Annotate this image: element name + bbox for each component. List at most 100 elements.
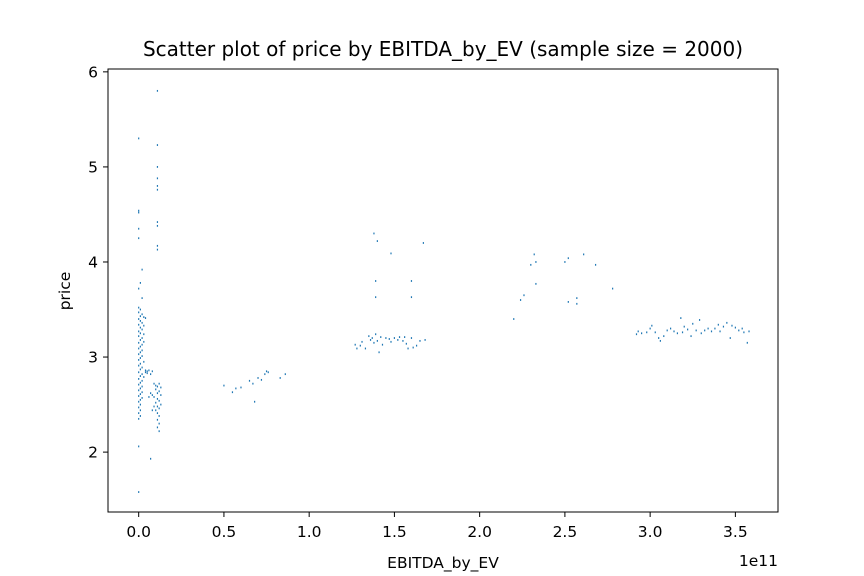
data-point — [410, 296, 413, 299]
data-point — [153, 405, 155, 408]
data-point — [388, 338, 390, 340]
data-point — [139, 281, 141, 284]
data-point — [139, 409, 141, 412]
y-tick-label: 2 — [88, 444, 98, 462]
data-point — [369, 339, 372, 341]
data-point — [385, 337, 387, 339]
data-point — [156, 392, 159, 395]
data-point — [719, 330, 721, 333]
data-point — [139, 357, 141, 359]
data-point — [156, 89, 159, 92]
data-point — [235, 387, 237, 390]
data-point — [141, 328, 143, 331]
data-point — [731, 324, 733, 327]
data-point — [156, 166, 159, 168]
data-point — [284, 373, 286, 376]
axes-frame — [107, 68, 779, 513]
x-axis-offset-label: 1e11 — [739, 552, 778, 570]
data-point — [141, 321, 143, 324]
data-point — [138, 237, 140, 240]
data-point — [141, 397, 143, 399]
data-point — [663, 335, 665, 338]
data-point — [141, 385, 143, 388]
data-point — [375, 280, 377, 282]
data-point — [390, 340, 392, 343]
data-point — [710, 330, 713, 333]
data-point — [139, 368, 141, 371]
data-point — [267, 371, 269, 374]
data-point — [376, 240, 378, 242]
data-point — [404, 336, 406, 338]
data-point — [138, 406, 140, 409]
data-point — [143, 340, 145, 343]
data-point — [138, 318, 140, 320]
data-point — [153, 396, 155, 398]
data-point — [530, 263, 532, 266]
data-point — [141, 268, 143, 271]
data-point — [240, 386, 242, 389]
data-point — [533, 253, 535, 256]
data-point — [146, 370, 148, 373]
data-point — [690, 335, 692, 338]
data-point — [144, 369, 147, 372]
data-point — [158, 422, 160, 425]
data-point — [138, 211, 140, 214]
data-point — [415, 344, 418, 347]
data-point — [139, 415, 141, 417]
x-tick-label: 2.5 — [553, 523, 578, 541]
data-point — [156, 385, 159, 388]
data-point — [139, 326, 141, 329]
data-point — [376, 339, 378, 342]
data-point — [649, 327, 651, 330]
data-point — [717, 323, 719, 326]
data-point — [666, 329, 668, 332]
data-point — [155, 384, 157, 387]
data-point — [748, 330, 750, 333]
data-point — [139, 393, 141, 396]
data-point — [368, 335, 370, 338]
data-point — [248, 379, 251, 382]
data-point — [698, 319, 701, 321]
data-point — [151, 409, 153, 412]
data-point — [139, 351, 141, 354]
data-point — [260, 378, 263, 381]
data-point — [158, 382, 160, 385]
data-point — [704, 329, 706, 332]
data-point — [138, 335, 140, 338]
data-point — [138, 400, 140, 403]
data-point — [141, 379, 143, 382]
data-point — [692, 322, 694, 325]
data-point — [659, 339, 661, 342]
data-point — [375, 333, 377, 336]
data-point — [354, 343, 356, 346]
data-point — [410, 280, 413, 282]
data-point — [138, 389, 140, 392]
data-point — [670, 327, 672, 330]
data-point — [144, 317, 147, 319]
data-point — [264, 373, 266, 376]
data-point — [156, 248, 159, 251]
data-point — [141, 373, 143, 376]
data-point — [402, 339, 404, 342]
data-point — [160, 394, 162, 396]
data-point — [535, 282, 537, 285]
data-point — [141, 337, 143, 339]
data-point — [265, 370, 268, 373]
data-point — [741, 327, 743, 330]
data-point — [141, 297, 143, 300]
data-point — [156, 221, 159, 223]
data-point — [535, 261, 537, 263]
data-point — [138, 364, 140, 367]
data-point — [375, 296, 377, 299]
x-axis-label: EBITDA_by_EV — [387, 554, 499, 573]
data-point — [139, 387, 141, 390]
data-point — [138, 383, 140, 386]
data-point — [231, 391, 234, 394]
data-point — [359, 344, 361, 347]
data-point — [637, 330, 639, 333]
data-point — [143, 376, 145, 378]
data-point — [410, 337, 413, 339]
data-point — [726, 321, 728, 324]
data-point — [138, 417, 140, 420]
